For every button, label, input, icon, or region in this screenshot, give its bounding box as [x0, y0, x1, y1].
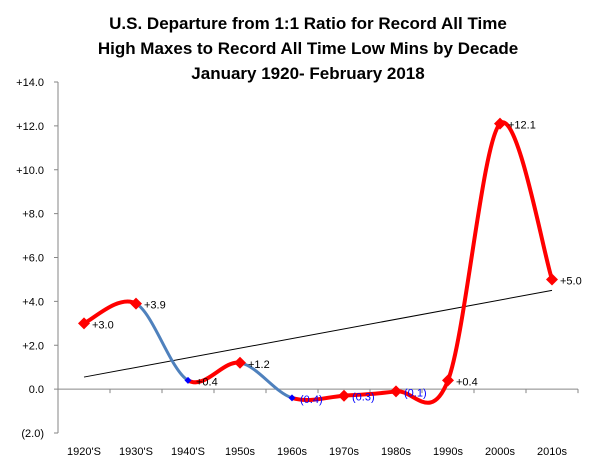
series-line-segment	[446, 121, 502, 383]
y-tick-label: 0.0	[29, 384, 44, 396]
y-tick-label: +4.0	[22, 296, 44, 308]
trendline-layer	[83, 289, 553, 378]
x-tick-label: 1960s	[277, 446, 307, 458]
series-layer	[82, 120, 554, 405]
data-point-marker	[234, 356, 246, 369]
series-line-segment	[134, 302, 190, 382]
data-label: +0.4	[196, 376, 218, 388]
data-label: +0.4	[456, 376, 478, 388]
data-label-layer: +3.0 +3.9 +0.4 +1.2 (0.4) (0.3) (0.1) +0.4 +12.1…	[92, 120, 582, 406]
data-label: (0.4)	[300, 394, 323, 406]
data-point-marker	[442, 374, 454, 387]
chart-axes: +14.0 +12.0 +10.0 +8.0 +6.0 +4.0 +2.0 0.0 (2.0) 1…	[16, 77, 579, 458]
y-tick-label: +8.0	[22, 209, 44, 221]
x-tick-label: 1940'S	[171, 446, 205, 458]
data-label: +12.1	[508, 120, 536, 132]
y-tick-label: +14.0	[16, 77, 44, 89]
data-label: (0.1)	[404, 387, 427, 399]
marker-layer	[78, 117, 558, 402]
data-point-marker	[338, 389, 350, 402]
trendline	[83, 289, 553, 378]
data-point-marker	[390, 385, 402, 398]
x-tick-label: 2010s	[537, 446, 567, 458]
y-tick-label: +6.0	[22, 253, 44, 265]
y-tick-label: +2.0	[22, 340, 44, 352]
chart-title-line-3: January 1920- February 2018	[191, 64, 424, 83]
x-tick-label: 1980s	[381, 446, 411, 458]
data-point-marker	[78, 317, 90, 330]
chart-title-line-2: High Maxes to Record All Time Low Mins b…	[98, 39, 518, 58]
x-tick-label: 1950s	[225, 446, 255, 458]
data-label: +3.9	[144, 300, 166, 312]
chart-title-line-1: U.S. Departure from 1:1 Ratio for Record…	[109, 14, 507, 33]
x-tick-label: 2000s	[485, 446, 515, 458]
data-label: +3.0	[92, 319, 114, 331]
data-label: +1.2	[248, 359, 270, 371]
x-tick-label: 1970s	[329, 446, 359, 458]
data-point-marker	[494, 117, 506, 130]
data-point-marker	[130, 297, 142, 310]
chart-title: U.S. Departure from 1:1 Ratio for Record…	[98, 14, 518, 83]
data-label: +5.0	[560, 275, 582, 287]
x-tick-label: 1990s	[433, 446, 463, 458]
x-tick-label: 1930'S	[119, 446, 153, 458]
y-tick-label: (2.0)	[21, 428, 44, 440]
x-tick-label: 1920'S	[67, 446, 101, 458]
data-point-marker	[288, 394, 296, 402]
y-tick-label: +12.0	[16, 121, 44, 133]
data-label: (0.3)	[352, 392, 375, 404]
data-point-marker	[546, 273, 558, 286]
series-line-segment	[498, 120, 554, 282]
series-line-segment	[238, 361, 294, 400]
y-tick-label: +10.0	[16, 165, 44, 177]
data-point-marker	[184, 376, 192, 384]
